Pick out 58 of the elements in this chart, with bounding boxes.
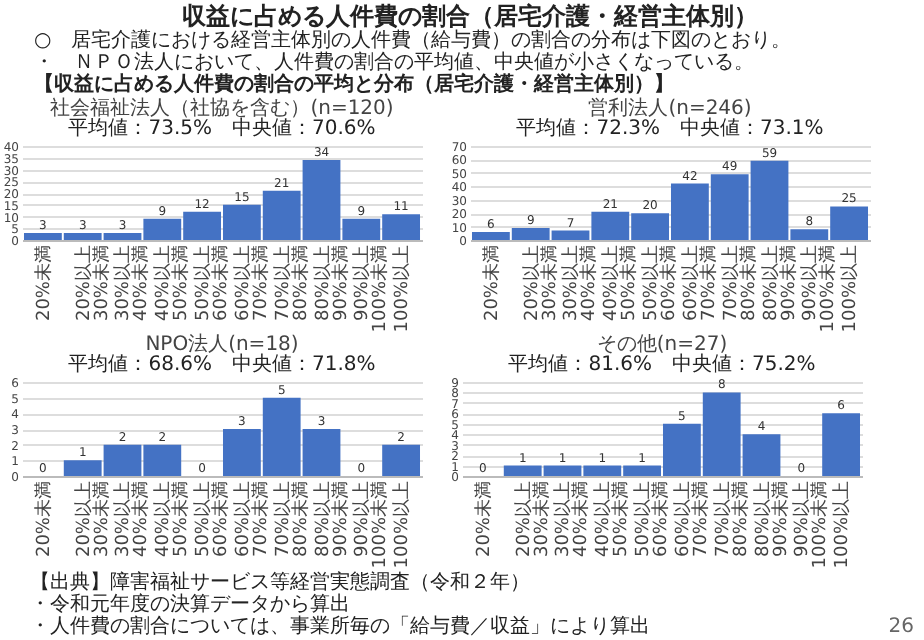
text: 平均値：68.6% 中央値：71.8% xyxy=(68,354,376,376)
x-tick-label: 60%以上 70%未満 xyxy=(231,481,272,558)
text: 【収益に占める人件費の割合の平均と分布（居宅介護・経営主体別）】 xyxy=(34,72,674,96)
x-tick-label: 90%以上 100%未満 xyxy=(799,245,840,333)
text: 26 xyxy=(888,616,914,638)
bar xyxy=(382,444,421,476)
x-tick-label: 30%以上 40%未満 xyxy=(112,481,153,558)
x-tick-label: 40%以上 50%未満 xyxy=(600,245,641,322)
x-tick-label: 60%以上 70%未満 xyxy=(671,481,712,558)
x-tick-label: 100%以上 xyxy=(391,481,414,569)
x-tick-label: 50%以上 60%未満 xyxy=(632,481,673,558)
bar xyxy=(822,413,861,476)
x-tick-label: 40%以上 50%未満 xyxy=(152,481,193,558)
text: ・令和元年度の決算データから算出 xyxy=(30,592,350,616)
text: ・人件費の割合については、事業所毎の「給与費／収益」により算出 xyxy=(30,614,650,638)
x-tick-label: 70%以上 80%未満 xyxy=(711,481,752,558)
x-tick-label: 30%以上 40%未満 xyxy=(560,245,601,322)
x-tick-label: 40%以上 50%未満 xyxy=(152,245,193,322)
x-tick-label: 50%以上 60%未満 xyxy=(192,245,233,322)
x-tick-label: 30%以上 40%未満 xyxy=(552,481,593,558)
x-tick-label: 80%以上 90%未満 xyxy=(759,245,800,322)
text: 平均値：72.3% 中央値：73.1% xyxy=(516,118,824,140)
chart-title: 社会福祉法人（社協を含む）(n=120) xyxy=(50,96,394,120)
x-tick-label: 90%以上 100%未満 xyxy=(791,481,832,569)
x-tick-label: 80%以上 90%未満 xyxy=(311,481,352,558)
x-tick-label: 30%以上 40%未満 xyxy=(112,245,153,322)
text: ○ 居宅介護における経営主体別の人件費（給与費）の割合の分布は下図のとおり。 xyxy=(34,28,792,52)
chart-title: NPO法人(n=18) xyxy=(145,332,299,356)
chart-title: その他(n=27) xyxy=(596,332,728,356)
x-tick-label: 70%以上 80%未満 xyxy=(271,481,312,558)
x-tick-label: 90%以上 100%未満 xyxy=(351,245,392,333)
x-tick-label: 20%未満 xyxy=(480,245,503,322)
x-tick-label: 100%以上 xyxy=(391,245,414,333)
x-tick-label: 20%未満 xyxy=(32,481,55,558)
x-tick-label: 100%以上 xyxy=(831,481,854,569)
chart-title: 営利法人(n=246) xyxy=(588,96,752,120)
x-tick-label: 20%以上 30%未満 xyxy=(72,481,113,558)
x-tick-label: 90%以上 100%未満 xyxy=(351,481,392,569)
x-tick-label: 70%以上 80%未満 xyxy=(271,245,312,322)
text: 平均値：73.5% 中央値：70.6% xyxy=(68,118,376,140)
x-tick-label: 20%以上 30%未満 xyxy=(72,245,113,322)
x-tick-label: 50%以上 60%未満 xyxy=(192,481,233,558)
x-tick-label: 100%以上 xyxy=(839,245,862,333)
x-tick-label: 20%以上 30%未満 xyxy=(520,245,561,322)
x-tick-label: 20%以上 30%未満 xyxy=(512,481,553,558)
text: 【出典】障害福祉サービス等経営実態調査（令和２年） xyxy=(30,570,530,594)
x-tick-label: 20%未満 xyxy=(472,481,495,558)
text: 平均値：81.6% 中央値：75.2% xyxy=(508,354,816,376)
x-tick-label: 70%以上 80%未満 xyxy=(719,245,760,322)
text: ・ ＮＰＯ法人において、人件費の割合の平均値、中央値が小さくなっている。 xyxy=(34,50,754,74)
x-tick-label: 40%以上 50%未満 xyxy=(592,481,633,558)
x-tick-label: 80%以上 90%未満 xyxy=(311,245,352,322)
x-tick-label: 60%以上 70%未満 xyxy=(679,245,720,322)
x-tick-label: 80%以上 90%未満 xyxy=(751,481,792,558)
text: 収益に占める人件費の割合（居宅介護・経営主体別） xyxy=(182,2,758,30)
x-tick-label: 20%未満 xyxy=(32,245,55,322)
x-tick-label: 50%以上 60%未満 xyxy=(640,245,681,322)
x-tick-label: 60%以上 70%未満 xyxy=(231,245,272,322)
